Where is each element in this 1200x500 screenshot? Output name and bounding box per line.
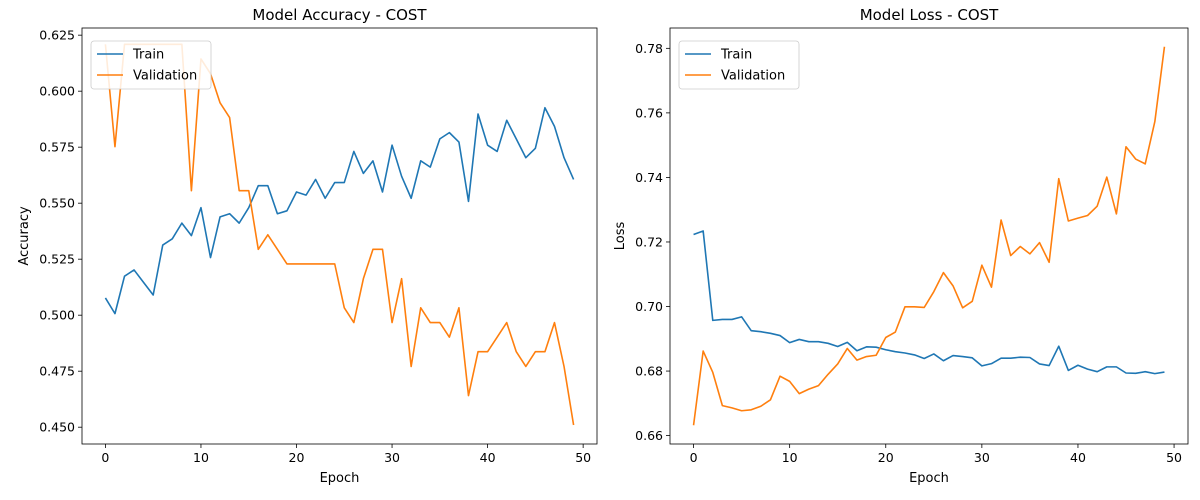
accuracy-chart: Model Accuracy - COST 0 10 20 30 40 50 0.450 0.4… xyxy=(17,6,598,486)
loss-chart: Model Loss - COST 0 10 20 30 40 50 0.66 0.68 0.70… xyxy=(613,6,1189,486)
accuracy-y-tick-label: 0.525 xyxy=(39,252,75,267)
accuracy-y-tick-label: 0.500 xyxy=(39,308,75,323)
loss-legend-label-train: Train xyxy=(720,48,752,63)
loss-x-tick-label: 50 xyxy=(1166,450,1182,465)
accuracy-x-tick-label: 0 xyxy=(101,450,109,465)
loss-x-tick-label: 30 xyxy=(974,450,990,465)
accuracy-x-tick-label: 10 xyxy=(193,450,209,465)
loss-y-tick-label: 0.72 xyxy=(635,234,663,249)
loss-y-tick-label: 0.68 xyxy=(635,364,663,379)
accuracy-legend-label-validation: Validation xyxy=(133,69,197,84)
accuracy-legend: Train Validation xyxy=(90,40,212,90)
accuracy-chart-title: Model Accuracy - COST xyxy=(252,6,427,24)
loss-train-line xyxy=(693,230,1165,375)
accuracy-y-tick-label: 0.575 xyxy=(39,140,75,155)
accuracy-x-tick-label: 50 xyxy=(575,450,591,465)
accuracy-legend-box xyxy=(90,40,212,90)
accuracy-plot-frame xyxy=(81,27,598,445)
loss-chart-title: Model Loss - COST xyxy=(860,6,999,24)
loss-x-tick-label: 40 xyxy=(1070,450,1086,465)
accuracy-legend-label-train: Train xyxy=(132,48,164,63)
accuracy-y-tick-label: 0.600 xyxy=(39,84,75,99)
accuracy-y-tick-label: 0.550 xyxy=(39,196,75,211)
accuracy-train-line xyxy=(104,106,575,315)
loss-x-axis-label: Epoch xyxy=(909,471,949,486)
loss-x-tick-label: 20 xyxy=(878,450,894,465)
loss-y-tick-label: 0.78 xyxy=(635,41,663,56)
loss-legend: Train Validation xyxy=(678,40,800,90)
loss-legend-label-validation: Validation xyxy=(721,69,785,84)
loss-y-tick-label: 0.66 xyxy=(635,428,663,443)
accuracy-y-tick-label: 0.475 xyxy=(39,364,75,379)
loss-x-tick-label: 10 xyxy=(782,450,798,465)
accuracy-x-tick-label: 30 xyxy=(384,450,400,465)
loss-validation-line xyxy=(692,46,1166,426)
loss-y-tick-label: 0.74 xyxy=(635,170,663,185)
accuracy-x-tick-label: 20 xyxy=(289,450,305,465)
loss-plot-frame xyxy=(669,27,1189,445)
accuracy-y-tick-label: 0.450 xyxy=(39,420,75,435)
loss-y-axis-label: Loss xyxy=(613,222,628,251)
accuracy-y-tick-label: 0.625 xyxy=(39,28,75,43)
accuracy-x-axis-label: Epoch xyxy=(320,471,360,486)
accuracy-x-tick-label: 40 xyxy=(480,450,496,465)
loss-y-tick-label: 0.70 xyxy=(635,299,663,314)
loss-legend-box xyxy=(678,40,800,90)
loss-y-tick-label: 0.76 xyxy=(635,105,663,120)
loss-x-tick-label: 0 xyxy=(690,450,698,465)
accuracy-y-axis-label: Accuracy xyxy=(17,206,32,266)
